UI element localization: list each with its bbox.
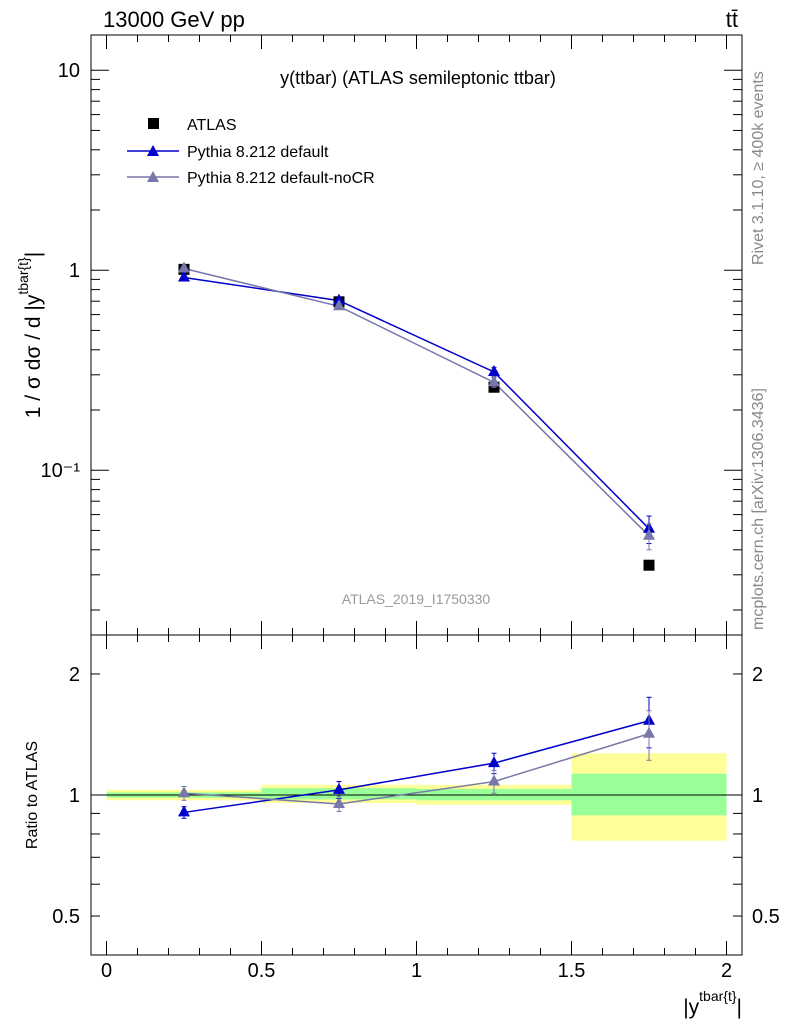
ratio-point-pythia-8-212-default-1 <box>333 782 345 794</box>
ratio-ytick-label-left: 2 <box>69 664 80 686</box>
legend-pythia-default-triangle-marker <box>147 145 159 156</box>
main-panel-axes: 10 1 10⁻¹ <box>41 35 742 635</box>
analysis-watermark: ATLAS_2019_I1750330 <box>342 591 491 607</box>
svg-text:1 / σ dσ / d |ytbar{t}|: 1 / σ dσ / d |ytbar{t}| <box>15 252 45 418</box>
main-y-axis-label: 1 / σ dσ / d |ytbar{t}| <box>15 252 45 418</box>
main-point-pythia-8-212-default-nocr-3 <box>643 528 655 540</box>
ratio-point-pythia-8-212-default-nocr-0 <box>178 786 190 798</box>
main-line-pythia-8-212-default <box>183 276 650 530</box>
plot-title: y(ttbar) (ATLAS semileptonic ttbar) <box>280 68 556 88</box>
mcplots-reference-label: mcplots.cern.ch [arXiv:1306.3436] <box>750 388 767 630</box>
ratio-line-pythia-8-212-default <box>183 720 650 814</box>
ratio-line-pythia-8-212-default-nocr <box>183 733 650 805</box>
ratio-panel-axes: 2 2 1 1 0.5 0.5 0 0.5 1 1.5 2 <box>52 635 780 982</box>
ratio-panel-points <box>178 696 655 819</box>
ratio-point-pythia-8-212-default-2 <box>488 756 500 768</box>
main-point-pythia-8-212-default-2 <box>488 364 500 376</box>
x-axis-label: |ytbar{t}| <box>683 988 742 1019</box>
svg-text:|ytbar{t}|: |ytbar{t}| <box>683 988 742 1019</box>
main-point-pythia-8-212-default-0 <box>178 270 190 282</box>
ratio-point-pythia-8-212-default-nocr-1 <box>333 796 345 808</box>
ratio-ytick-label-left: 0.5 <box>52 906 80 928</box>
x-tick-label: 0.5 <box>248 960 276 982</box>
ratio-panel-lines <box>183 720 650 814</box>
main-line-pythia-8-212-default-nocr <box>183 267 650 537</box>
rivet-version-label: Rivet 3.1.10, ≥ 400k events <box>750 71 767 265</box>
legend-pythia-nocr-label: Pythia 8.212 default-noCR <box>187 170 375 187</box>
x-tick-label: 0 <box>101 960 112 982</box>
main-point-pythia-8-212-default-nocr-2 <box>488 375 500 387</box>
ratio-point-pythia-8-212-default-nocr-3 <box>643 726 655 738</box>
legend-pythia-nocr-triangle-marker <box>147 171 159 182</box>
legend-item-pythia-nocr: Pythia 8.212 default-noCR <box>127 170 375 187</box>
process-label: tt̄ <box>726 7 738 32</box>
legend-atlas-square-marker <box>148 118 159 129</box>
main-panel-lines <box>183 267 650 537</box>
ratio-ytick-label-right: 1 <box>752 785 763 807</box>
x-tick-label: 2 <box>721 960 732 982</box>
ratio-ytick-label-left: 1 <box>69 785 80 807</box>
x-tick-label: 1.5 <box>558 960 586 982</box>
ratio-panel-bands <box>106 753 727 841</box>
main-point-pythia-8-212-default-nocr-0 <box>178 261 190 273</box>
main-point-pythia-8-212-default-nocr-1 <box>333 299 345 311</box>
x-tick-label: 1 <box>411 960 422 982</box>
main-panel-points <box>178 261 655 571</box>
ratio-y-axis-label: Ratio to ATLAS <box>24 741 41 849</box>
ratio-ytick-label-right: 0.5 <box>752 906 780 928</box>
legend: ATLAS Pythia 8.212 default Pythia 8.212 … <box>127 117 375 187</box>
main-ytick-label: 10 <box>58 60 80 82</box>
main-point-atlas-3 <box>643 559 655 571</box>
ratio-point-pythia-8-212-default-0 <box>178 805 190 817</box>
legend-pythia-default-label: Pythia 8.212 default <box>187 144 329 161</box>
ratio-ytick-label-right: 2 <box>752 664 763 686</box>
main-ytick-label: 10⁻¹ <box>41 460 81 482</box>
legend-item-atlas: ATLAS <box>148 117 237 134</box>
legend-item-pythia-default: Pythia 8.212 default <box>127 144 329 161</box>
energy-label: 13000 GeV pp <box>103 7 245 32</box>
legend-atlas-label: ATLAS <box>187 117 237 134</box>
ratio-point-pythia-8-212-default-nocr-2 <box>488 774 500 786</box>
main-point-pythia-8-212-default-1 <box>333 293 345 305</box>
main-ytick-label: 1 <box>69 260 80 282</box>
